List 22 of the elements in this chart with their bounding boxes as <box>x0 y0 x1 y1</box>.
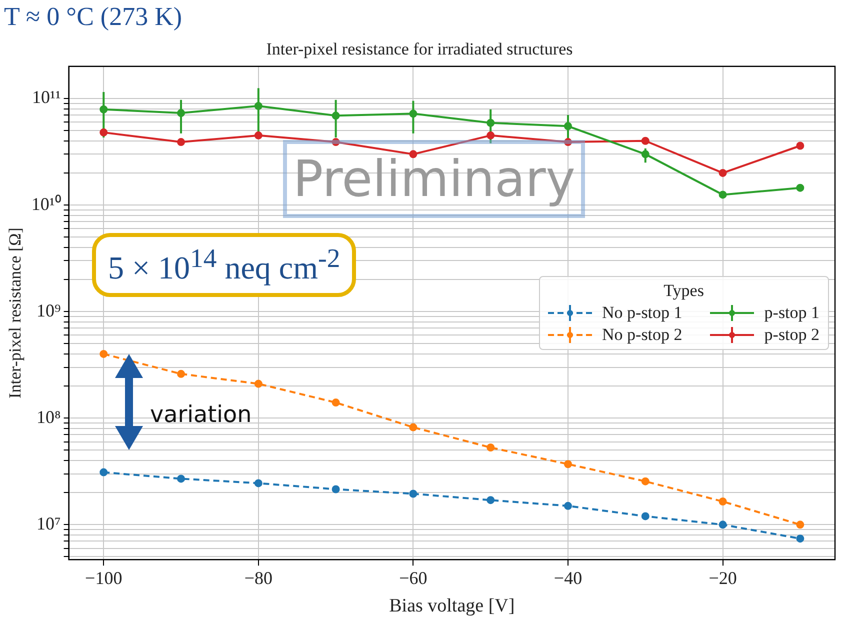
y-axis-title: Inter-pixel resistance [Ω] <box>6 228 25 398</box>
annotation: 5 × 10$^{14}$ neq cm$^{-2}$ <box>92 233 356 297</box>
annotation: variation <box>150 402 252 428</box>
x-tick-label: −40 <box>554 568 582 588</box>
legend-title: Types <box>662 281 705 301</box>
legend-label: No p-stop 2 <box>602 325 682 345</box>
legend-label: p-stop 1 <box>764 303 820 323</box>
y-tick-label: 10¹⁰ <box>31 194 61 214</box>
y-tick-label: 10¹¹ <box>32 87 61 108</box>
chart-title: Inter-pixel resistance for irradiated structures <box>266 40 573 59</box>
legend-label: p-stop 2 <box>764 325 820 345</box>
x-tick-label: −100 <box>85 568 122 588</box>
y-tick-label: 10⁹ <box>36 300 61 320</box>
x-tick-label: −60 <box>399 568 428 588</box>
legend-label: No p-stop 1 <box>602 303 682 323</box>
x-tick-label: −20 <box>708 568 737 588</box>
y-tick-label: 10⁸ <box>36 406 61 427</box>
y-tick-label: 10⁷ <box>36 513 61 534</box>
x-tick-label: −80 <box>244 568 272 588</box>
annotation: Preliminary <box>283 140 586 218</box>
x-axis-title: Bias voltage [V] <box>389 596 515 617</box>
text: T ≈ 0 °C (273 K) <box>4 2 182 32</box>
